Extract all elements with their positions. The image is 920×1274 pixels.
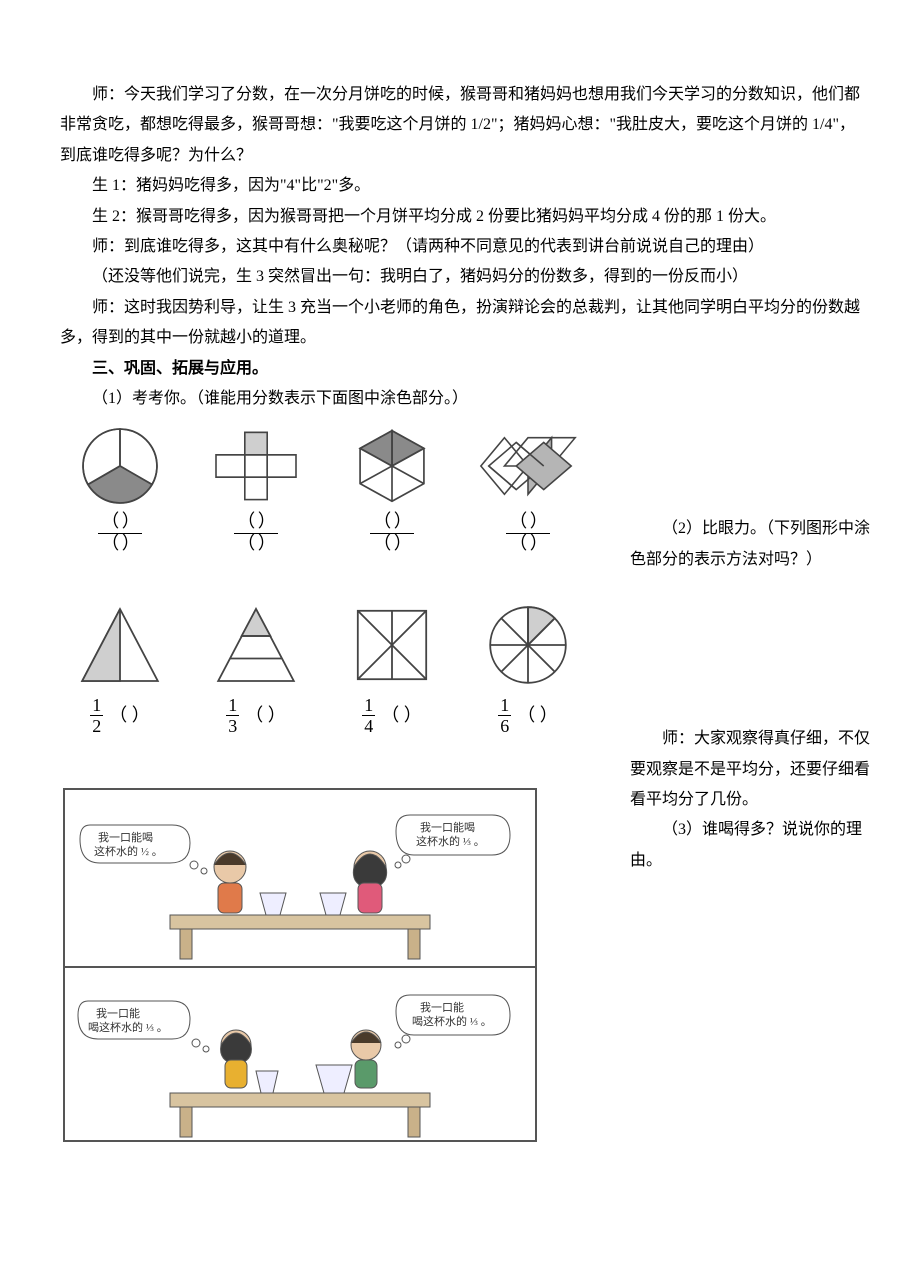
para-student1: 生 1：猪妈妈吃得多，因为"4"比"2"多。 xyxy=(60,171,860,201)
svg-text:我一口能: 我一口能 xyxy=(96,1006,140,1020)
cartoon-panels: 我一口能喝 这杯水的 ½ 。 我一口能喝 这杯水的 ⅓ 。 xyxy=(60,785,860,1145)
shape-hexagon: （ ） （ ） xyxy=(342,424,442,554)
para-student3: （还没等他们说完，生 3 突然冒出一句：我明白了，猪妈妈分的份数多，得到的一份反… xyxy=(60,262,860,292)
svg-text:我一口能: 我一口能 xyxy=(420,1000,464,1014)
paren-blank: （ ） xyxy=(109,698,150,732)
question-2-side: （2）比眼力。（下列图形中涂色部分的表示方法对吗？） xyxy=(630,514,870,575)
shape-circle-eighths: 16 （ ） xyxy=(478,600,578,735)
para-student2: 生 2：猴哥哥吃得多，因为猴哥哥把一个月饼平均分成 2 份要比猪妈妈平均分成 4… xyxy=(60,202,860,232)
shape-triangle-thirds: 13 （ ） xyxy=(206,600,306,735)
svg-text:这杯水的 ½ 。: 这杯水的 ½ 。 xyxy=(94,844,163,858)
shape-square-x: 14 （ ） xyxy=(342,600,442,735)
svg-text:这杯水的 ⅓ 。: 这杯水的 ⅓ 。 xyxy=(416,834,485,848)
paren-blank: （ ） xyxy=(517,698,558,732)
shape-circle-thirds: （ ） （ ） xyxy=(70,424,170,554)
svg-text:我一口能喝: 我一口能喝 xyxy=(420,820,475,834)
cartoon-svg: 我一口能喝 这杯水的 ½ 。 我一口能喝 这杯水的 ⅓ 。 xyxy=(60,785,540,1145)
question-2: （2）比眼力。（下列图形中涂色部分的表示方法对吗？） xyxy=(630,514,870,575)
para-teacher-summary: 师：这时我因势利导，让生 3 充当一个小老师的角色，扮演辩论会的总裁判，让其他同… xyxy=(60,293,860,354)
paren-blank: （ ） xyxy=(245,698,286,732)
fraction-label: 12 （ ） xyxy=(90,696,150,735)
section-heading: 三、巩固、拓展与应用。 xyxy=(60,354,860,384)
shape-diamond: （ ） （ ） xyxy=(478,424,578,554)
blank-fraction: （ ） （ ） xyxy=(370,512,414,554)
svg-text:喝这杯水的 ⅓ 。: 喝这杯水的 ⅓ 。 xyxy=(412,1014,492,1028)
shape-cross: （ ） （ ） xyxy=(206,424,306,554)
paren-blank: （ ） xyxy=(381,698,422,732)
fraction-label: 14 （ ） xyxy=(362,696,422,735)
question-1: （1）考考你。（谁能用分数表示下面图中涂色部分。） xyxy=(60,384,860,414)
figure-row-2: 12 （ ） 13 （ ） xyxy=(60,600,860,735)
svg-text:喝这杯水的 ⅓ 。: 喝这杯水的 ⅓ 。 xyxy=(88,1020,168,1034)
blank-fraction: （ ） （ ） xyxy=(506,512,550,554)
svg-text:我一口能喝: 我一口能喝 xyxy=(98,830,153,844)
shape-triangle-half: 12 （ ） xyxy=(70,600,170,735)
blank-fraction: （ ） （ ） xyxy=(234,512,278,554)
figure-area: （ ） （ ） （ ） （ ） xyxy=(60,424,860,735)
blank-fraction: （ ） （ ） xyxy=(98,512,142,554)
fraction-label: 13 （ ） xyxy=(226,696,286,735)
fraction-label: 16 （ ） xyxy=(498,696,558,735)
para-teacher-ask: 师：到底谁吃得多，这其中有什么奥秘呢？（请两种不同意见的代表到讲台前说说自己的理… xyxy=(60,232,860,262)
para-teacher-intro: 师：今天我们学习了分数，在一次分月饼吃的时候，猴哥哥和猪妈妈也想用我们今天学习的… xyxy=(60,80,860,171)
